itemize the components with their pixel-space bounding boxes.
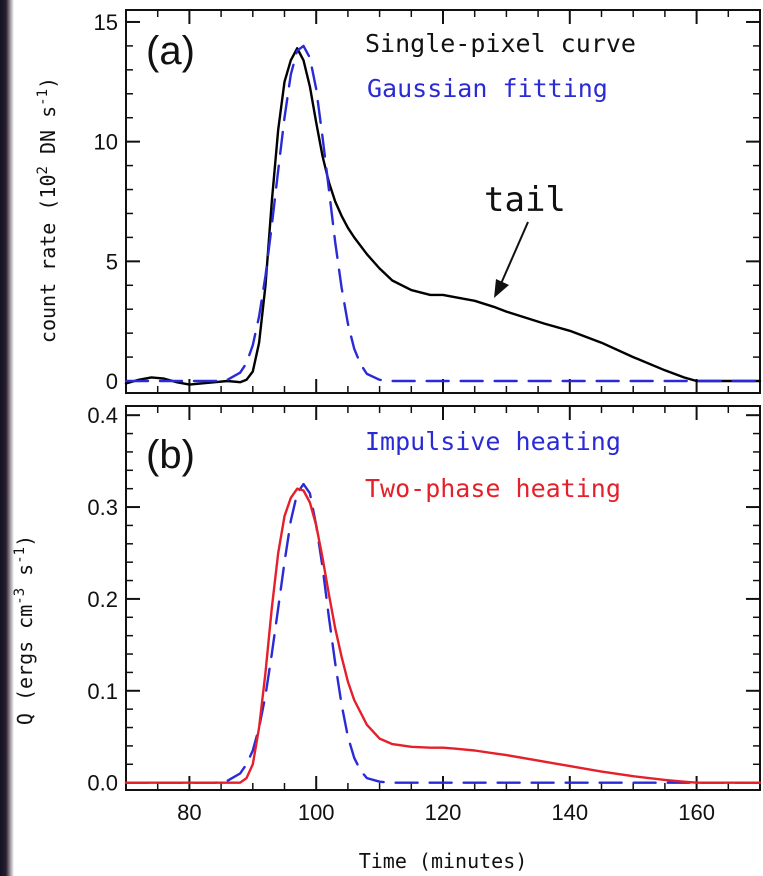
panel-b-ytick-label: 0.3 xyxy=(87,495,118,520)
panel-a-ytick-label: 0 xyxy=(106,369,118,394)
legend-two-phase-heating: Two-phase heating xyxy=(365,474,621,503)
tail-annotation: tail xyxy=(484,180,566,220)
series-single-pixel-curve xyxy=(124,47,762,386)
panel-a-ytick-label: 5 xyxy=(106,249,118,274)
panel-b-label: (b) xyxy=(146,433,195,477)
panel-a-frame xyxy=(125,9,761,394)
panel-a-series xyxy=(124,44,762,386)
tail-arrow xyxy=(494,221,529,298)
panel-b-frame xyxy=(125,405,761,791)
x-tick-label: 80 xyxy=(177,800,201,825)
panel-b-ytick-label: 0.1 xyxy=(87,679,118,704)
panel-a-ytick-label: 15 xyxy=(94,10,118,35)
series-two-phase-heating xyxy=(124,487,762,784)
panel-a-label: (a) xyxy=(146,29,195,73)
panel-a-ticks: 0 5 10 15 xyxy=(94,10,761,394)
legend-impulsive-heating: Impulsive heating xyxy=(365,427,621,456)
panel-b-ylabel: Q (ergs cm-3 s-1) xyxy=(12,535,37,725)
panel-b-ticks: 0.0 0.1 0.2 0.3 0.4 80 100 120 140 160 xyxy=(87,403,761,825)
x-tick-label: 120 xyxy=(425,800,462,825)
x-tick-label: 140 xyxy=(551,800,588,825)
series-gaussian-fitting xyxy=(124,44,762,383)
panel-b-ytick-label: 0.4 xyxy=(87,403,118,428)
series-impulsive-heating xyxy=(124,482,762,784)
panel-a-ytick-label: 10 xyxy=(94,130,118,155)
panel-b-ytick-label: 0.2 xyxy=(87,587,118,612)
x-tick-label: 160 xyxy=(678,800,715,825)
legend-single-pixel-curve: Single-pixel curve xyxy=(365,29,636,58)
x-tick-label: 100 xyxy=(298,800,335,825)
panel-a-ylabel: count rate (102 DN s-1) xyxy=(35,77,60,343)
x-axis-label: Time (minutes) xyxy=(359,849,528,873)
panel-b-ytick-label: 0.0 xyxy=(87,771,118,796)
panel-b-series xyxy=(124,482,762,784)
legend-gaussian-fitting: Gaussian fitting xyxy=(367,74,608,103)
